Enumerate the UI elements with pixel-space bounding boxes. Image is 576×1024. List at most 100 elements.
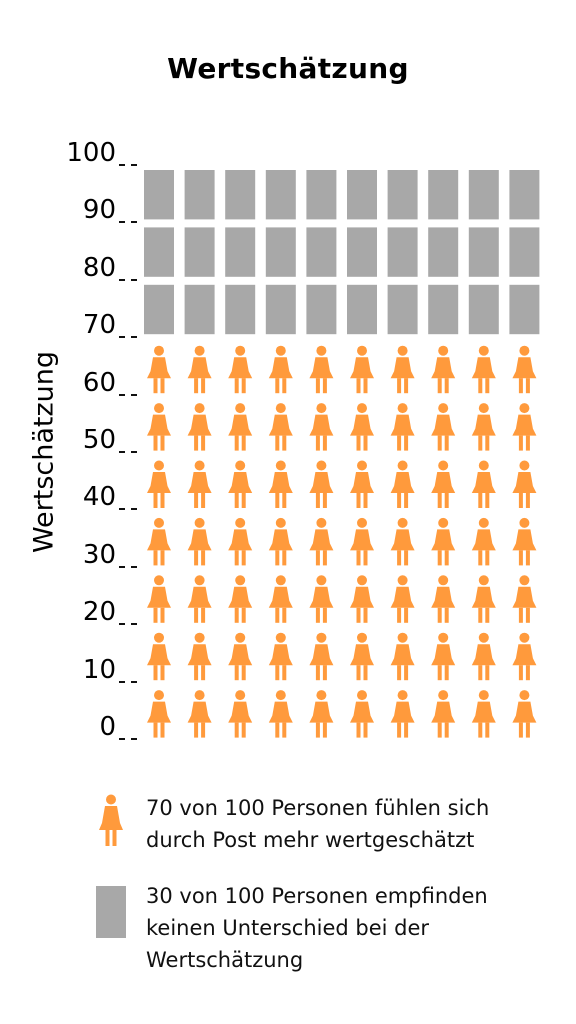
person-icon	[309, 345, 334, 394]
person-icon	[268, 690, 293, 738]
person-icon	[309, 403, 334, 451]
y-tick-label: 30	[82, 539, 116, 570]
person-icon	[228, 345, 253, 394]
legend-label-persons-line1: 70 von 100 Personen fühlen sich	[146, 796, 490, 820]
person-icon	[512, 690, 537, 738]
y-tick-label: 70	[82, 310, 116, 341]
gray-block	[428, 284, 459, 335]
y-tick-label: 20	[82, 597, 116, 628]
y-tick-label: 40	[82, 482, 116, 513]
person-icon	[147, 517, 171, 566]
gray-block	[509, 284, 540, 335]
person-icon	[390, 690, 415, 738]
y-tick-mark	[119, 451, 137, 453]
person-icon	[431, 517, 456, 566]
person-icon	[512, 345, 537, 394]
gray-block	[347, 170, 377, 220]
person-icon	[431, 575, 456, 623]
person-icon	[228, 632, 253, 681]
person-icon	[187, 460, 212, 508]
person-icon	[187, 345, 212, 394]
person-icon	[431, 403, 456, 451]
person-icon	[147, 575, 171, 623]
gray-block	[306, 284, 337, 335]
person-icon	[309, 517, 334, 566]
legend-label-persons-line2: durch Post mehr wertgeschätzt	[146, 828, 475, 852]
gray-block	[387, 170, 418, 220]
person-icon	[471, 403, 496, 451]
legend-item-gray: 30 von 100 Personen empfinden keinen Unt…	[96, 884, 488, 972]
person-icon	[187, 403, 212, 451]
person-icon	[268, 517, 293, 566]
y-tick-label: 10	[82, 654, 116, 685]
gray-block	[387, 284, 418, 335]
legend-item-persons: 70 von 100 Personen fühlen sich durch Po…	[96, 794, 489, 852]
gray-block	[428, 227, 459, 277]
person-icon	[268, 345, 293, 394]
person-icon	[471, 690, 496, 738]
person-icon	[390, 575, 415, 623]
person-icon	[471, 575, 496, 623]
y-tick-mark	[119, 508, 137, 511]
person-icon	[309, 632, 334, 681]
person-icon	[309, 575, 334, 623]
person-icon	[431, 690, 456, 738]
person-icon	[187, 690, 212, 738]
y-tick-label: 90	[82, 195, 116, 226]
legend-label-gray-line2: keinen Unterschied bei der	[146, 916, 430, 940]
y-tick-mark	[119, 393, 137, 396]
person-icon	[187, 517, 212, 566]
gray-block	[265, 170, 296, 220]
person-icon	[390, 403, 415, 451]
person-icon	[268, 460, 293, 508]
person-icon	[268, 632, 293, 681]
person-icon	[309, 690, 334, 738]
person-icon	[147, 690, 171, 738]
person-icon	[390, 632, 415, 681]
person-icon	[96, 794, 126, 848]
y-tick-mark	[119, 278, 137, 281]
person-icon	[268, 575, 293, 623]
gray-block	[184, 284, 215, 335]
person-icon	[390, 517, 415, 566]
person-icon	[471, 632, 496, 681]
y-tick-mark	[119, 565, 137, 568]
person-icon	[268, 403, 293, 451]
person-icon	[512, 632, 537, 681]
person-icon	[350, 403, 374, 451]
person-icon	[350, 632, 374, 681]
person-icon	[512, 517, 537, 566]
gray-block	[225, 284, 256, 335]
chart-title: Wertschätzung	[167, 52, 409, 85]
legend-label-gray-line3: Wertschätzung	[146, 948, 304, 972]
person-icon	[350, 460, 374, 508]
person-icon	[228, 690, 253, 738]
person-icon	[147, 632, 171, 681]
gray-block	[265, 227, 296, 277]
person-icon	[471, 460, 496, 508]
gray-block	[184, 170, 215, 220]
y-tick-mark	[119, 623, 137, 626]
person-icon	[471, 345, 496, 394]
gray-block	[468, 284, 499, 335]
person-icon	[350, 690, 374, 738]
gray-block	[265, 284, 296, 335]
y-tick-label: 80	[82, 252, 116, 283]
person-icon	[228, 460, 253, 508]
y-tick-label: 0	[99, 712, 116, 742]
legend-label-gray-line1: 30 von 100 Personen empfinden	[146, 884, 488, 908]
gray-block	[509, 170, 540, 220]
person-icon	[431, 460, 456, 508]
gray-block	[225, 227, 256, 277]
person-icon	[147, 345, 171, 394]
gray-block	[347, 284, 377, 335]
pictograph-chart	[144, 170, 540, 738]
y-tick-label: 60	[82, 367, 116, 398]
gray-block	[225, 170, 256, 220]
person-icon	[471, 517, 496, 566]
person-icon	[350, 517, 374, 566]
person-icon	[350, 345, 374, 394]
y-tick-label: 50	[82, 425, 116, 455]
gray-block	[184, 227, 215, 277]
person-icon	[228, 403, 253, 451]
